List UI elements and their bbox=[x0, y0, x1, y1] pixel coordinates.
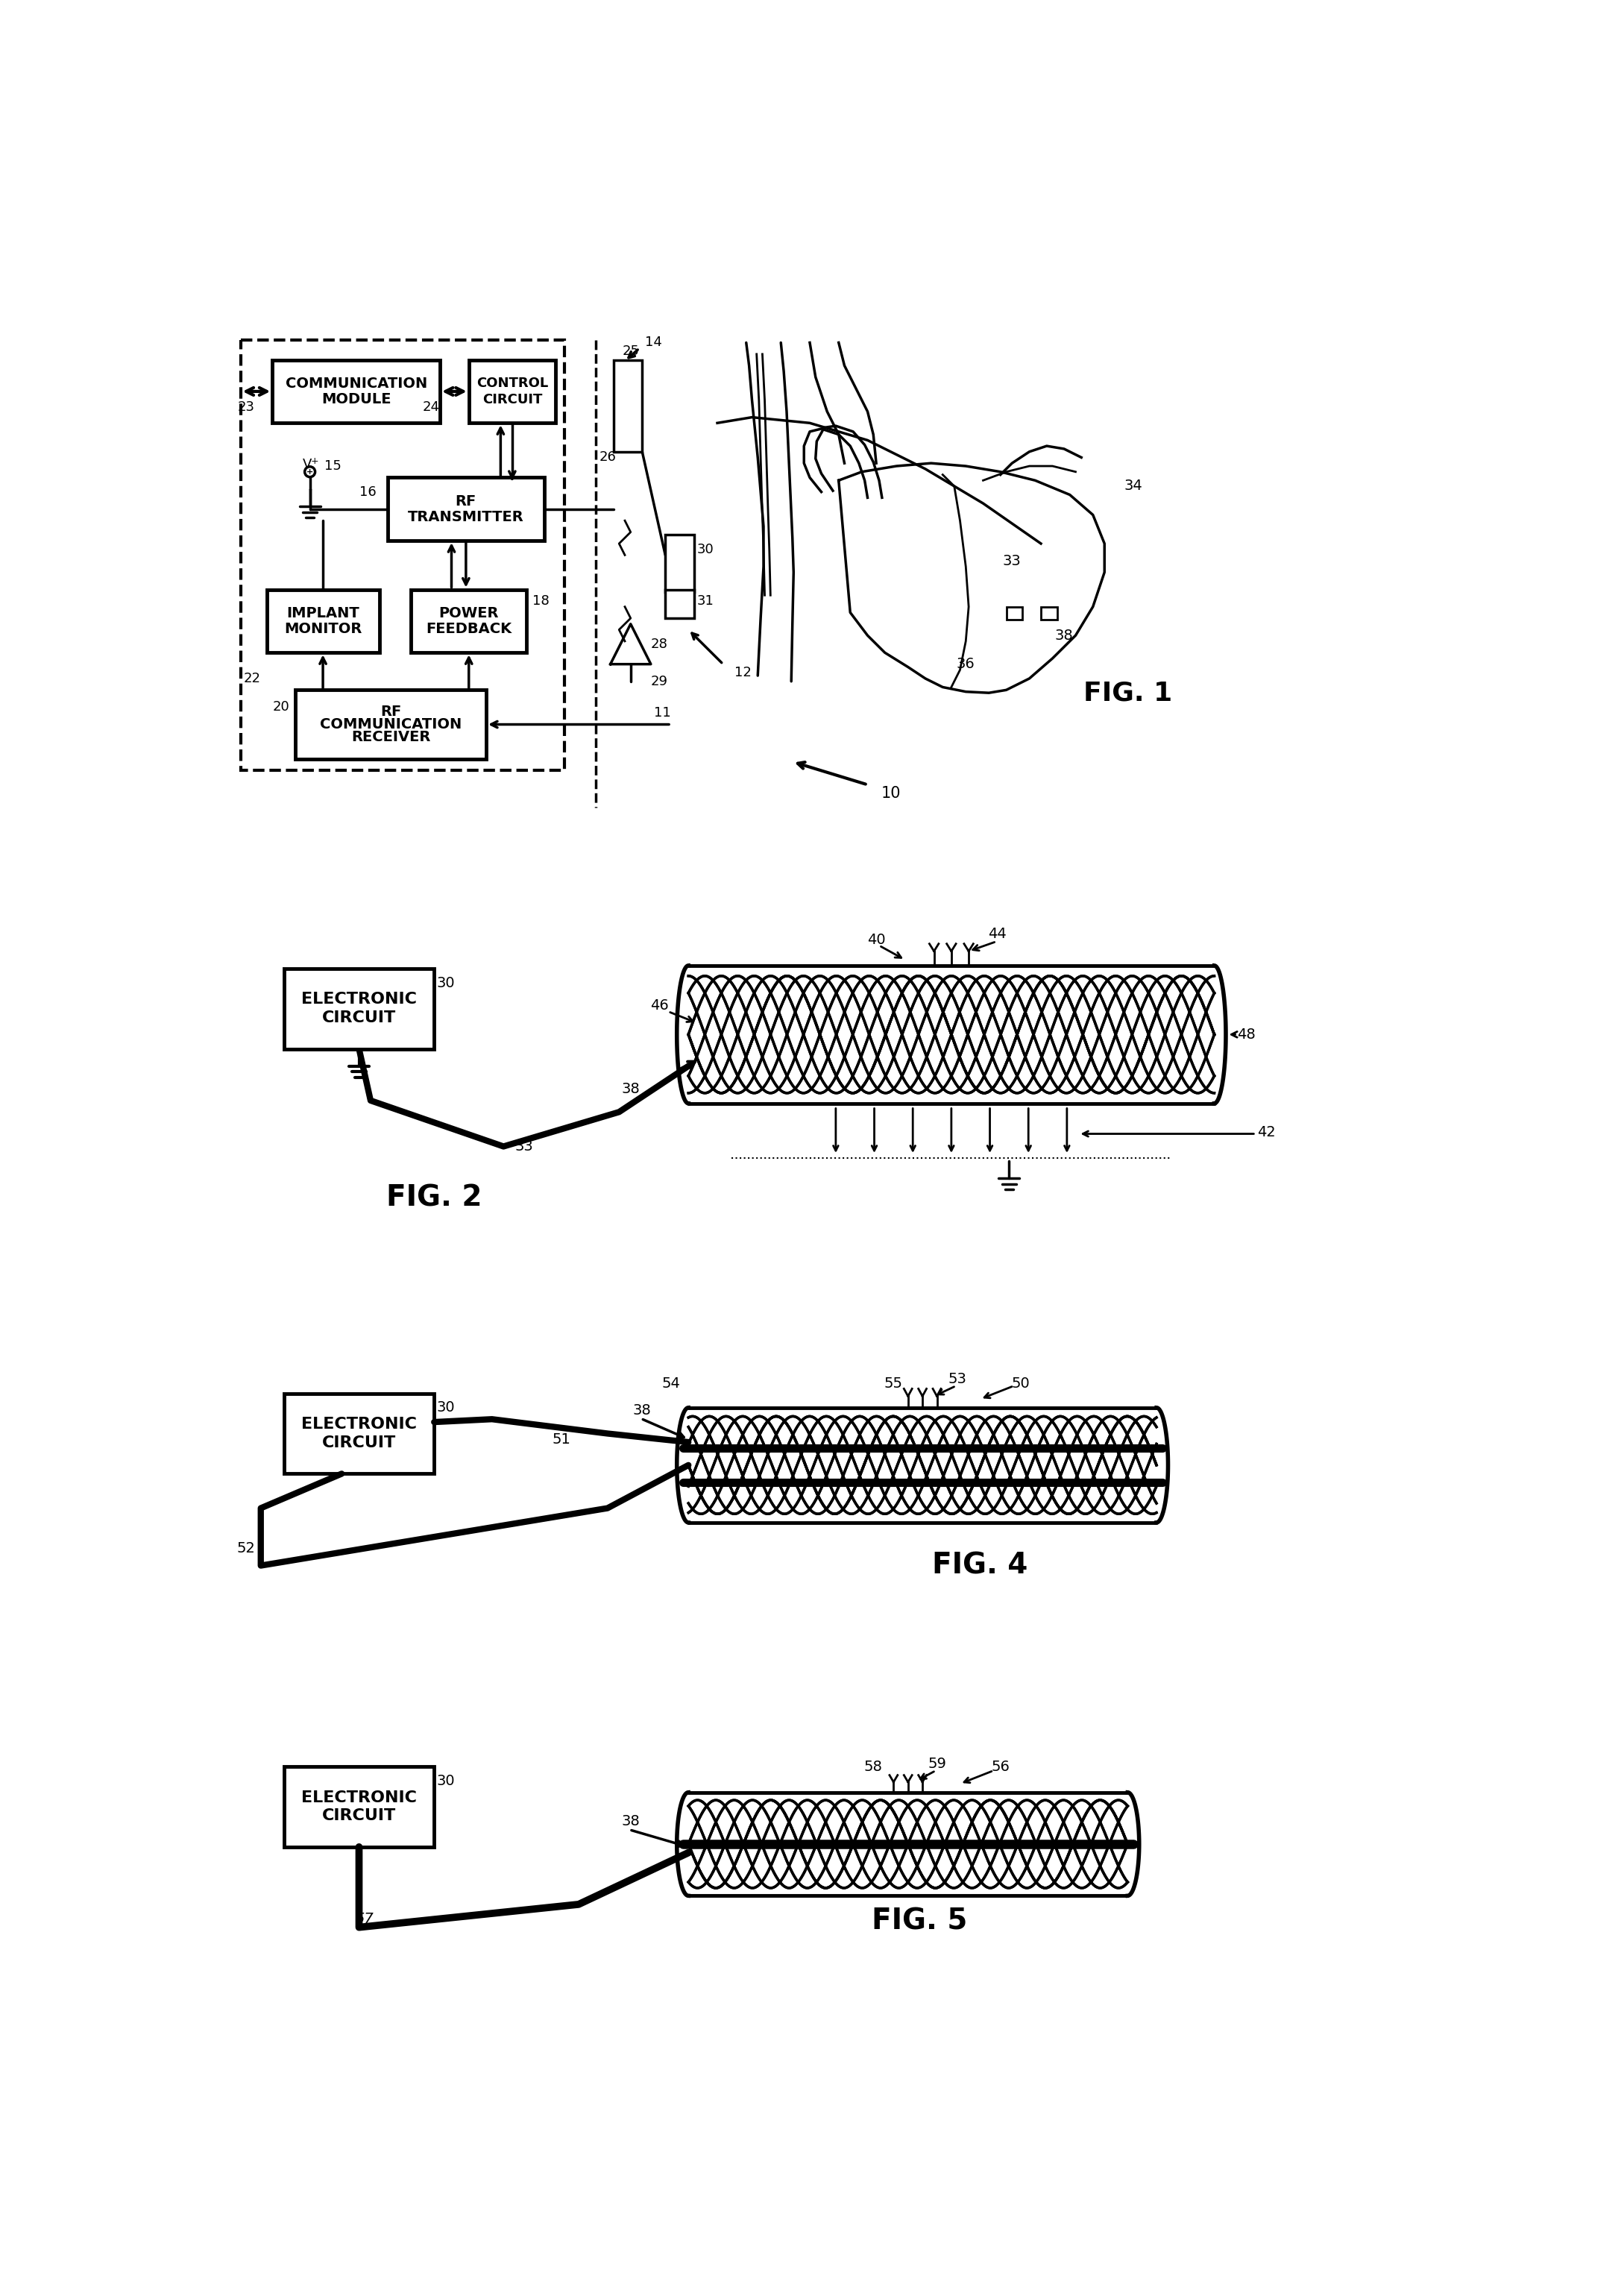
Bar bbox=[666, 536, 693, 593]
Text: 30: 30 bbox=[697, 543, 715, 557]
Text: 14: 14 bbox=[645, 335, 663, 349]
Text: 18: 18 bbox=[533, 595, 549, 607]
Text: 38: 38 bbox=[633, 1403, 651, 1419]
Text: CONTROL: CONTROL bbox=[476, 376, 547, 390]
Bar bbox=[411, 588, 526, 652]
Text: CIRCUIT: CIRCUIT bbox=[322, 1809, 396, 1823]
Text: 38: 38 bbox=[622, 1081, 640, 1097]
Text: 28: 28 bbox=[651, 636, 667, 650]
Text: 23: 23 bbox=[237, 401, 255, 415]
Text: TRANSMITTER: TRANSMITTER bbox=[408, 511, 525, 525]
Text: 29: 29 bbox=[651, 675, 667, 689]
Text: +: + bbox=[310, 456, 318, 465]
Text: 50: 50 bbox=[1012, 1375, 1030, 1391]
Text: 40: 40 bbox=[867, 933, 885, 947]
Text: 26: 26 bbox=[599, 452, 615, 463]
Text: 30: 30 bbox=[437, 976, 455, 990]
Text: FIG. 2: FIG. 2 bbox=[387, 1184, 482, 1211]
Text: 58: 58 bbox=[864, 1759, 882, 1775]
Text: 52: 52 bbox=[237, 1542, 255, 1556]
Text: 10: 10 bbox=[880, 787, 901, 801]
Text: 12: 12 bbox=[734, 666, 752, 680]
Text: V: V bbox=[302, 458, 312, 472]
Bar bbox=[388, 477, 544, 541]
Text: 31: 31 bbox=[697, 595, 715, 607]
Text: 25: 25 bbox=[622, 344, 640, 358]
Text: 55: 55 bbox=[883, 1375, 903, 1391]
Text: 34: 34 bbox=[1124, 479, 1143, 493]
Bar bbox=[1041, 607, 1057, 620]
Text: 30: 30 bbox=[437, 1775, 455, 1788]
Text: ELECTRONIC: ELECTRONIC bbox=[300, 1417, 417, 1432]
Text: 15: 15 bbox=[325, 458, 341, 472]
Bar bbox=[1007, 607, 1023, 620]
Text: 20: 20 bbox=[273, 700, 289, 714]
Text: POWER: POWER bbox=[438, 607, 499, 620]
Text: RECEIVER: RECEIVER bbox=[351, 730, 430, 744]
Bar bbox=[240, 340, 564, 771]
Bar bbox=[296, 689, 486, 760]
Text: 57: 57 bbox=[356, 1911, 374, 1925]
Text: 53: 53 bbox=[948, 1371, 966, 1387]
Text: 16: 16 bbox=[359, 486, 377, 500]
Bar bbox=[284, 1765, 434, 1848]
Bar bbox=[266, 588, 380, 652]
Text: COMMUNICATION: COMMUNICATION bbox=[320, 716, 461, 732]
Text: COMMUNICATION: COMMUNICATION bbox=[286, 376, 427, 390]
Bar bbox=[666, 588, 693, 618]
Text: 38: 38 bbox=[622, 1813, 640, 1827]
Text: RF: RF bbox=[455, 495, 476, 509]
Text: ELECTRONIC: ELECTRONIC bbox=[300, 992, 417, 1006]
Bar bbox=[469, 360, 555, 422]
Text: 33: 33 bbox=[515, 1140, 533, 1154]
Text: 44: 44 bbox=[989, 926, 1007, 942]
Text: CIRCUIT: CIRCUIT bbox=[322, 1435, 396, 1451]
Text: FIG. 1: FIG. 1 bbox=[1083, 680, 1173, 705]
Text: 24: 24 bbox=[422, 401, 440, 415]
Text: ELECTRONIC: ELECTRONIC bbox=[300, 1791, 417, 1804]
Text: IMPLANT: IMPLANT bbox=[286, 607, 359, 620]
Text: RF: RF bbox=[380, 705, 401, 719]
Text: 51: 51 bbox=[552, 1432, 570, 1446]
Text: 38: 38 bbox=[1056, 627, 1073, 643]
Text: 30: 30 bbox=[437, 1401, 455, 1414]
Text: 59: 59 bbox=[927, 1756, 947, 1770]
Text: 36: 36 bbox=[957, 657, 974, 671]
Text: MONITOR: MONITOR bbox=[284, 623, 362, 636]
Bar bbox=[273, 360, 440, 422]
Bar bbox=[284, 1394, 434, 1474]
Text: FEEDBACK: FEEDBACK bbox=[425, 623, 512, 636]
Text: FIG. 4: FIG. 4 bbox=[932, 1551, 1028, 1581]
Text: 22: 22 bbox=[244, 673, 261, 684]
Text: +: + bbox=[307, 468, 313, 474]
Text: 46: 46 bbox=[650, 999, 669, 1013]
Text: 33: 33 bbox=[1002, 554, 1021, 568]
Text: 11: 11 bbox=[654, 707, 671, 721]
Text: 48: 48 bbox=[1237, 1026, 1255, 1042]
Text: FIG. 5: FIG. 5 bbox=[872, 1907, 968, 1937]
Text: CIRCUIT: CIRCUIT bbox=[322, 1010, 396, 1024]
Text: 54: 54 bbox=[663, 1375, 680, 1391]
Text: 42: 42 bbox=[1257, 1125, 1275, 1138]
Text: MODULE: MODULE bbox=[322, 392, 391, 406]
Bar bbox=[614, 360, 641, 452]
Text: 56: 56 bbox=[991, 1759, 1010, 1775]
Bar bbox=[284, 969, 434, 1049]
Text: CIRCUIT: CIRCUIT bbox=[482, 392, 542, 406]
